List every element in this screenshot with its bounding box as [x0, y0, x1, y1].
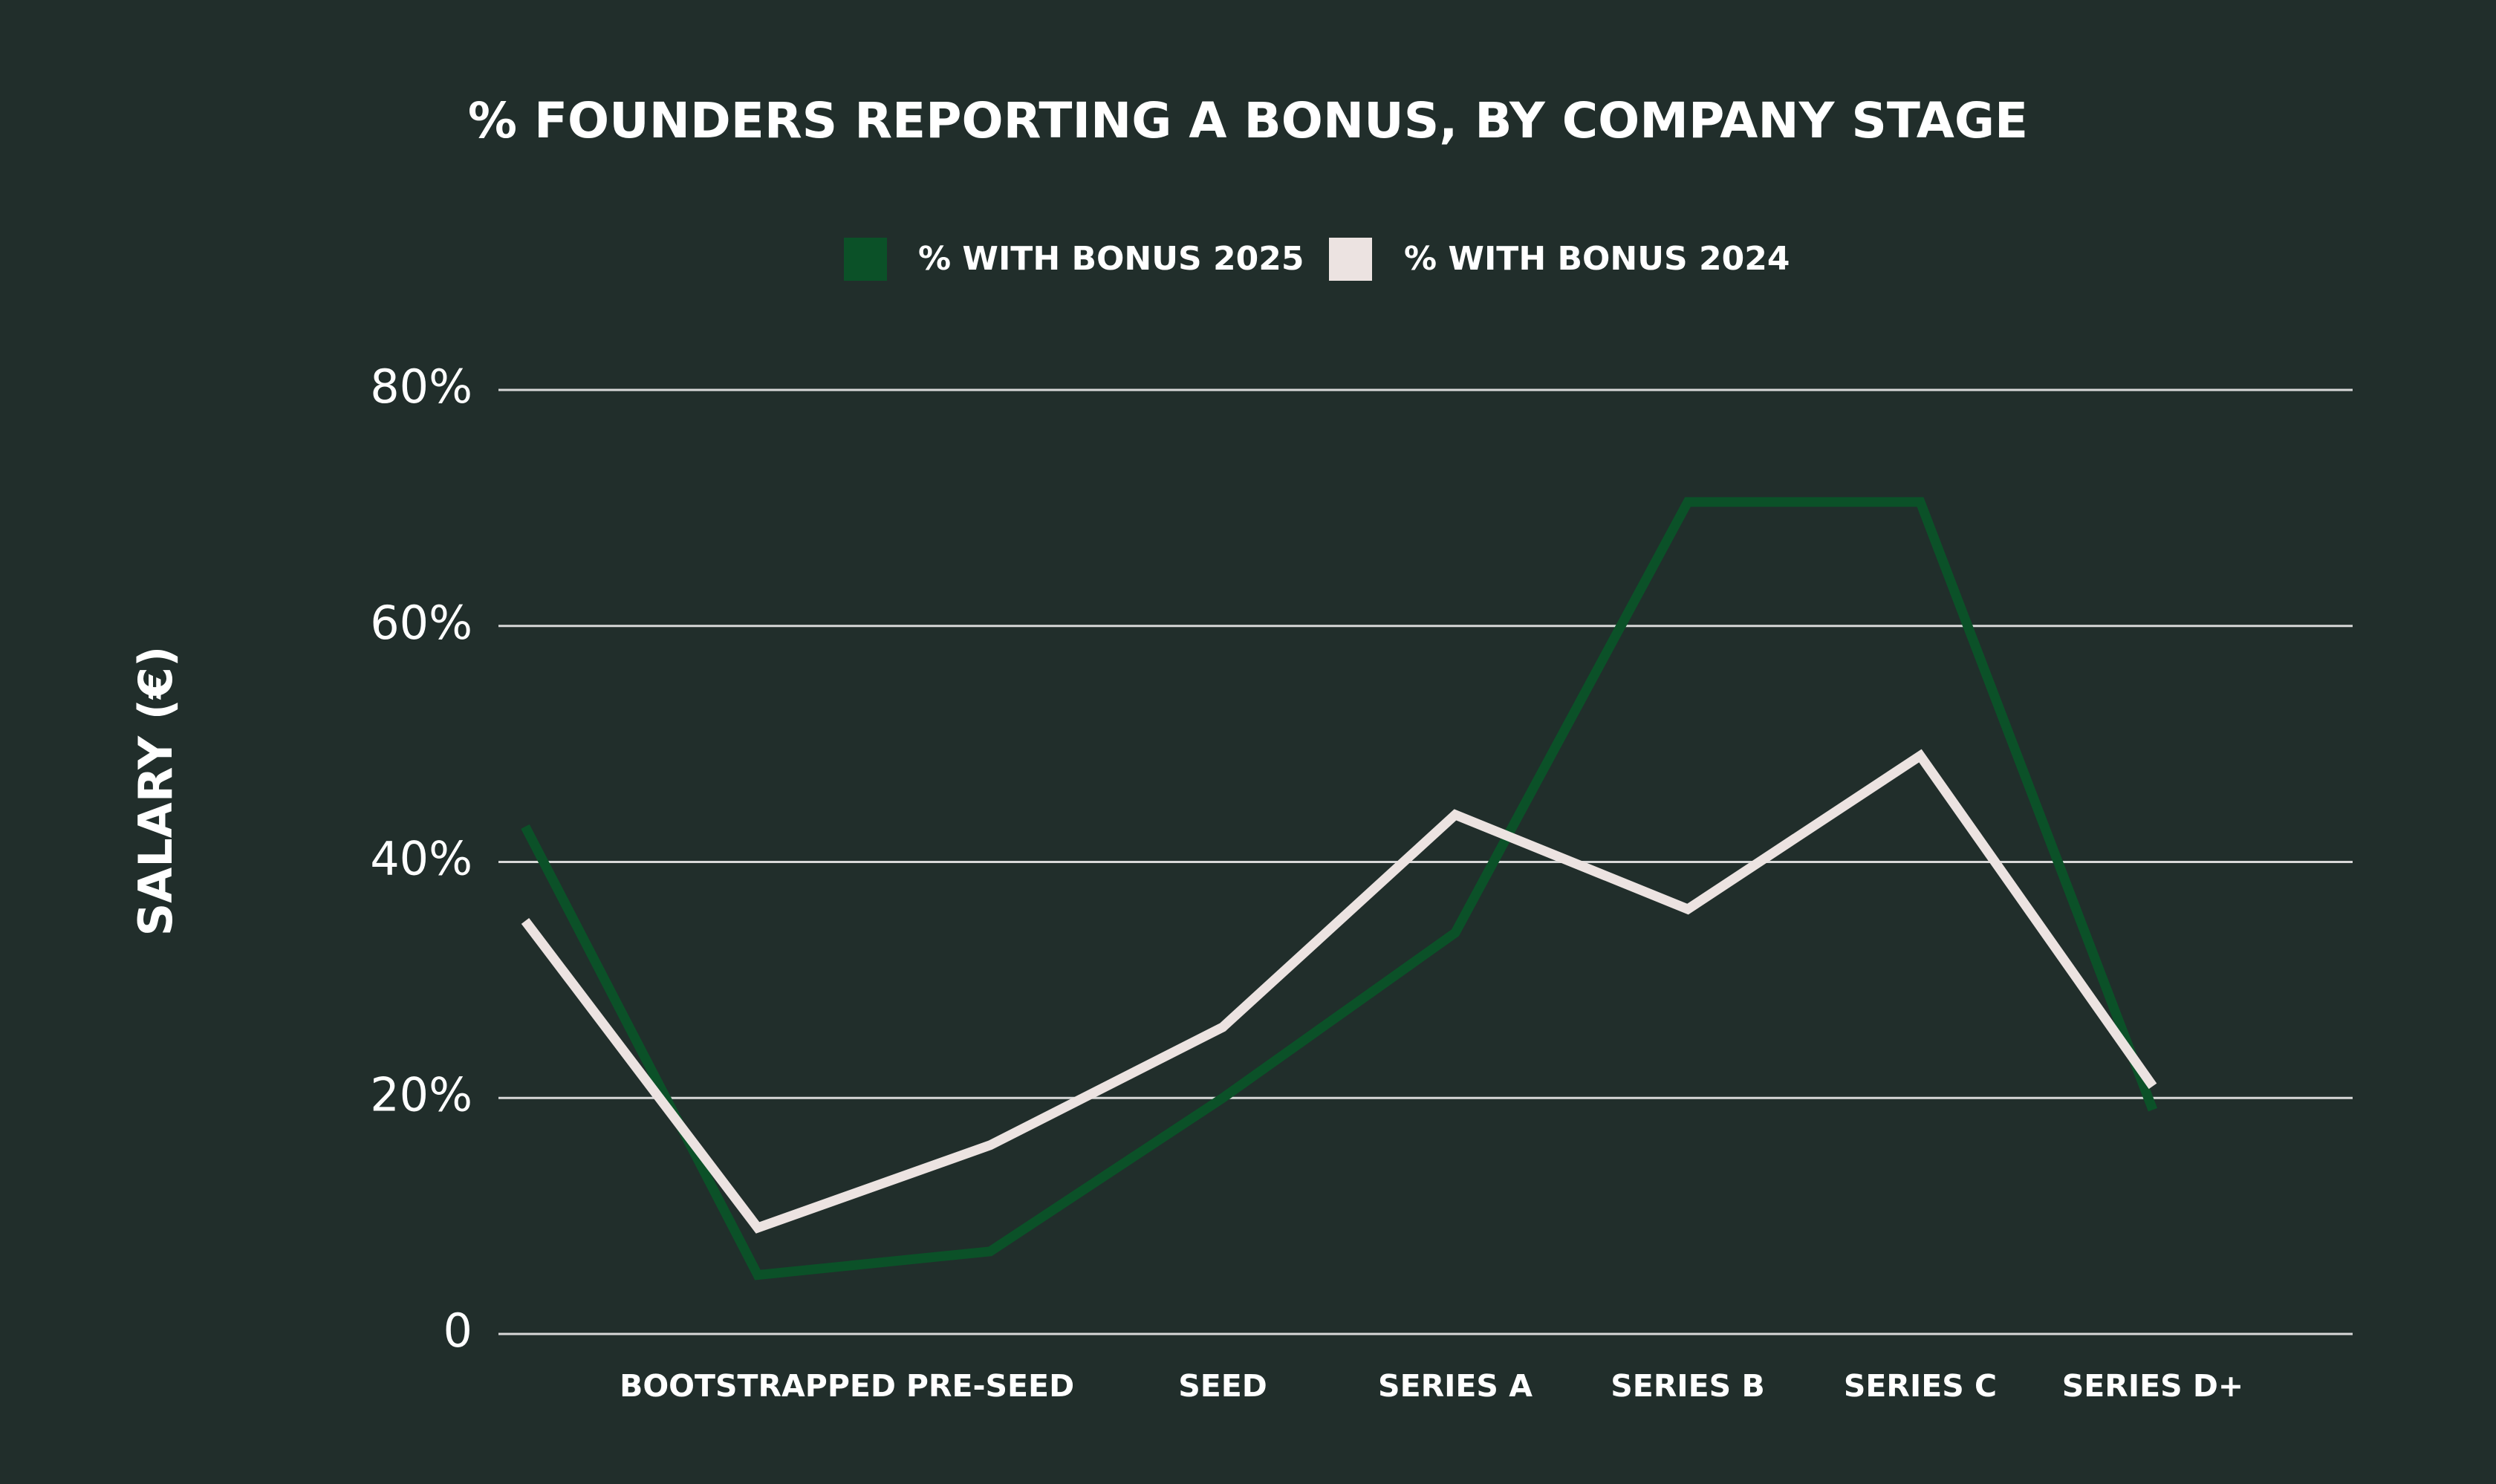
x-tick-label: BOOTSTRAPPED [620, 1368, 896, 1404]
y-tick-label: 40% [370, 832, 472, 886]
x-tick-label: SERIES B [1611, 1368, 1764, 1404]
y-axis-label: SALARY (€) [129, 646, 183, 937]
legend-swatch [1329, 238, 1372, 281]
legend-label: % WITH BONUS 2025 [918, 240, 1304, 278]
x-tick-label: PRE-SEED [906, 1368, 1074, 1404]
x-tick-label: SEED [1178, 1368, 1267, 1404]
y-tick-label: 0 [443, 1304, 472, 1358]
y-tick-label: 20% [370, 1067, 472, 1122]
y-tick-label: 80% [370, 359, 472, 414]
legend-label: % WITH BONUS 2024 [1404, 240, 1790, 278]
x-tick-label: SERIES D+ [2062, 1368, 2244, 1404]
data-line [521, 497, 2158, 1280]
x-tick-label: SERIES A [1378, 1368, 1533, 1404]
chart-title: % FOUNDERS REPORTING A BONUS, BY COMPANY… [468, 92, 2028, 149]
y-tick-label: 60% [370, 596, 472, 650]
legend-swatch [844, 238, 887, 281]
data-line [521, 749, 2157, 1234]
x-tick-label: SERIES C [1844, 1368, 1997, 1404]
